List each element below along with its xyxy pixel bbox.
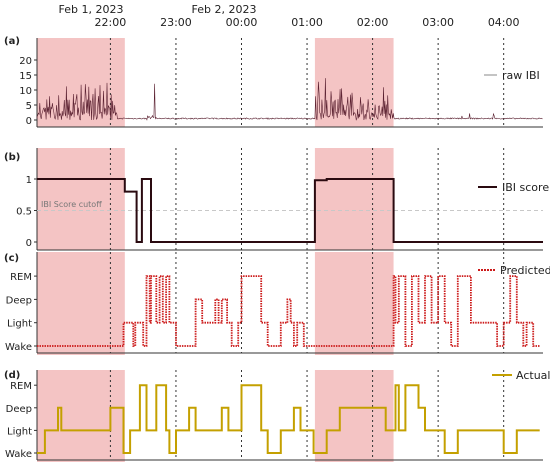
score-ytick-label-0: 1 (26, 175, 32, 186)
time-tick-label-3: 01:00 (291, 16, 323, 29)
score-ytick-label-1: 0.5 (16, 207, 32, 218)
highlight-band-1-3 (314, 370, 394, 462)
predicted-stage-line (37, 275, 540, 347)
highlight-band-0-3 (37, 370, 125, 462)
actual-ytick-label-2: Light (7, 426, 32, 437)
panel-ibi-score: 10.50 (16, 148, 543, 251)
raw-ytick-label-1: 15 (19, 71, 32, 82)
raw-ytick-label-4: 0 (26, 116, 32, 127)
actual-ytick-label-1: Deep (6, 404, 32, 415)
raw-ytick-label-3: 5 (26, 101, 32, 112)
highlight-band-1-1 (314, 148, 394, 250)
score-ytick-label-2: 0 (26, 238, 32, 249)
highlight-band-1-0 (314, 38, 394, 127)
legend-label-predicted: Predicted (500, 264, 550, 277)
panel-label-d: (d) (4, 370, 20, 381)
time-tick-label-6: 04:00 (488, 16, 520, 29)
highlight-band-0-2 (37, 252, 125, 355)
cutoff-label: IBI Score cutoff (41, 200, 102, 209)
ibi-score-line (37, 178, 543, 243)
predicted-ytick-label-2: Light (7, 319, 32, 330)
panel-label-a: (a) (4, 36, 20, 47)
actual-ytick-label-3: Wake (5, 449, 32, 460)
raw-ytick-label-2: 10 (19, 86, 32, 97)
time-tick-label-4: 02:00 (357, 16, 389, 29)
panel-raw-ibi: 20 15 10 5 0 (19, 38, 543, 128)
actual-stage-line (37, 384, 540, 454)
time-tick-label-0: 22:00 (95, 16, 127, 29)
time-tick-label-5: 03:00 (422, 16, 454, 29)
legend-label-raw: raw IBI (502, 69, 540, 82)
predicted-ytick-label-0: REM (10, 272, 32, 283)
predicted-ytick-label-1: Deep (6, 295, 32, 306)
predicted-ytick-label-3: Wake (5, 342, 32, 353)
date-label-feb2: Feb 2, 2023 (192, 3, 257, 16)
panel-label-b: (b) (4, 152, 20, 163)
time-tick-label-1: 23:00 (160, 16, 192, 29)
raw-ibi-line (36, 78, 543, 121)
raw-ytick-label-0: 20 (19, 56, 32, 67)
panel-actual: REM Deep Light Wake (5, 370, 543, 461)
highlight-band-0-1 (37, 148, 125, 250)
panel-predicted: REM Deep Light Wake (5, 252, 543, 354)
legend-label-actual: Actual (516, 369, 550, 382)
time-tick-labels: 22:00 23:00 00:00 01:00 02:00 03:00 04:00 (95, 16, 520, 460)
time-tick-label-2: 00:00 (226, 16, 258, 29)
legend-label-score: IBI score (502, 181, 549, 194)
panel-label-c: (c) (4, 253, 19, 264)
date-label-feb1: Feb 1, 2023 (59, 3, 124, 16)
actual-ytick-label-0: REM (10, 381, 32, 392)
highlight-band-1-2 (314, 252, 394, 355)
